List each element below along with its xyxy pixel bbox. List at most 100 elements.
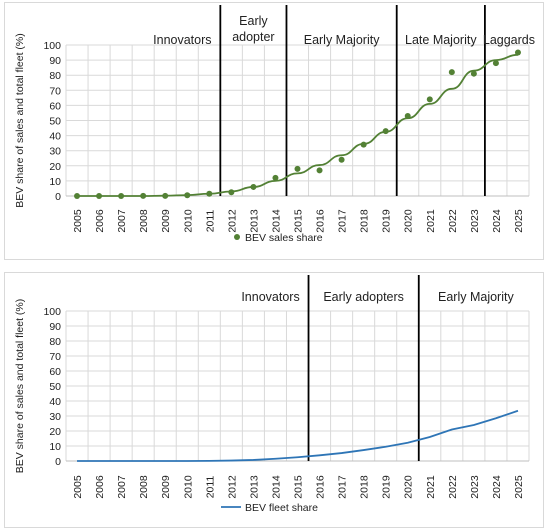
x-tick-label: 2018 [359, 475, 371, 499]
data-point [118, 193, 125, 199]
x-tick-label: 2013 [248, 475, 260, 499]
fleet-share-chart-panel: 0 10 20 30 40 50 60 70 80 90 100 BEV share of sales… [4, 272, 544, 528]
data-point [492, 60, 499, 67]
series-line [77, 409, 519, 462]
x-tick-label: 2006 [94, 475, 106, 499]
y-tick-label: 20 [49, 426, 61, 438]
stage-label: Late Majority [405, 33, 477, 47]
y-tick-label: 80 [49, 336, 61, 348]
x-tick-label: 2020 [403, 475, 415, 499]
x-tick-label: 2014 [270, 209, 282, 233]
x-tick-label: 2017 [337, 475, 349, 499]
x-tick-label: 2012 [226, 209, 238, 233]
y-tick-label: 100 [43, 306, 61, 318]
x-tick-label: 2021 [425, 475, 437, 499]
x-tick-label: 2012 [226, 475, 238, 499]
x-tick-label: 2009 [160, 209, 172, 233]
data-point [316, 167, 323, 174]
data-point [140, 192, 147, 199]
y-tick-label: 60 [49, 366, 61, 378]
y-axis-label: BEV share of sales and total fleet (%) [14, 33, 26, 208]
data-point [162, 192, 169, 199]
x-tick-label: 2011 [204, 210, 216, 233]
y-tick-label: 30 [49, 146, 61, 158]
trend-line [77, 53, 518, 197]
y-axis-label: BEV share of sales and total fleet (%) [14, 299, 26, 474]
x-tick-label: 2008 [138, 209, 150, 233]
data-point [272, 174, 279, 181]
x-tick-label: 2008 [138, 475, 150, 499]
y-tick-label: 90 [49, 321, 61, 333]
stage-label: Early adopters [323, 290, 404, 304]
data-point [404, 112, 411, 119]
y-tick-label: 50 [49, 116, 61, 128]
data-point [206, 190, 213, 197]
fleet-share-chart: 0 10 20 30 40 50 60 70 80 90 100 BEV share of sales… [14, 275, 530, 514]
x-tick-label: 2022 [447, 475, 459, 499]
data-point [426, 96, 433, 103]
y-tick-label: 0 [55, 191, 61, 203]
sales-share-chart: 0 10 20 30 40 50 60 70 80 90 100 BEV share of sales… [14, 5, 535, 244]
x-tick-label: 2023 [469, 209, 481, 233]
y-tick-label: 70 [49, 85, 61, 97]
y-tick-label: 20 [49, 161, 61, 173]
x-tick-label: 2019 [381, 209, 393, 233]
y-tick-label: 60 [49, 100, 61, 112]
x-tick-label: 2016 [315, 209, 327, 233]
data-point [184, 192, 191, 199]
x-tick-label: 2020 [403, 209, 415, 233]
legend-label: BEV sales share [245, 232, 323, 244]
y-tick-label: 30 [49, 411, 61, 423]
x-tick-label: 2006 [94, 209, 106, 233]
stage-label: Early Majority [304, 33, 380, 47]
x-tick-label: 2019 [381, 475, 393, 499]
data-point [338, 156, 345, 163]
data-point [514, 49, 521, 56]
x-tick-label: 2024 [491, 475, 503, 499]
x-tick-label: 2021 [425, 209, 437, 233]
data-point [360, 141, 367, 148]
stage-label: Early Majority [438, 290, 514, 304]
legend-label: BEV fleet share [245, 502, 318, 514]
x-tick-label: 2023 [469, 475, 481, 499]
x-tick-label: 2024 [491, 209, 503, 233]
sales-share-chart-panel: 0 10 20 30 40 50 60 70 80 90 100 BEV share of sales… [4, 2, 544, 260]
x-tick-label: 2011 [204, 476, 216, 499]
y-tick-label: 40 [49, 396, 61, 408]
x-tick-label: 2016 [315, 475, 327, 499]
data-point [382, 128, 389, 135]
data-point [250, 183, 257, 190]
y-tick-label: 80 [49, 70, 61, 82]
stage-label: Laggards [483, 33, 535, 47]
y-tick-label: 70 [49, 351, 61, 363]
x-tick-label: 2005 [72, 209, 84, 233]
x-tick-label: 2013 [248, 209, 260, 233]
legend-marker [234, 234, 240, 240]
data-point [96, 193, 103, 199]
data-point [74, 193, 81, 199]
stage-label: Early [239, 14, 268, 28]
stage-label: Innovators [153, 33, 211, 47]
x-tick-label: 2025 [513, 475, 525, 499]
x-tick-label: 2014 [270, 475, 282, 499]
stage-label: adopter [232, 30, 274, 44]
x-tick-label: 2015 [293, 475, 305, 499]
y-tick-label: 100 [43, 40, 61, 52]
x-tick-label: 2010 [182, 475, 194, 499]
y-tick-label: 40 [49, 131, 61, 143]
x-tick-label: 2018 [359, 209, 371, 233]
y-tick-label: 0 [55, 456, 61, 468]
data-point [470, 70, 477, 77]
data-point [228, 189, 235, 196]
y-tick-label: 10 [49, 176, 61, 188]
x-tick-label: 2009 [160, 475, 172, 499]
data-point [294, 165, 301, 172]
stage-label: Innovators [241, 290, 299, 304]
x-tick-label: 2005 [72, 475, 84, 499]
x-tick-label: 2007 [116, 475, 128, 499]
y-tick-label: 10 [49, 441, 61, 453]
x-tick-label: 2007 [116, 209, 128, 233]
x-tick-label: 2015 [293, 209, 305, 233]
data-point [448, 69, 455, 76]
x-tick-label: 2010 [182, 209, 194, 233]
